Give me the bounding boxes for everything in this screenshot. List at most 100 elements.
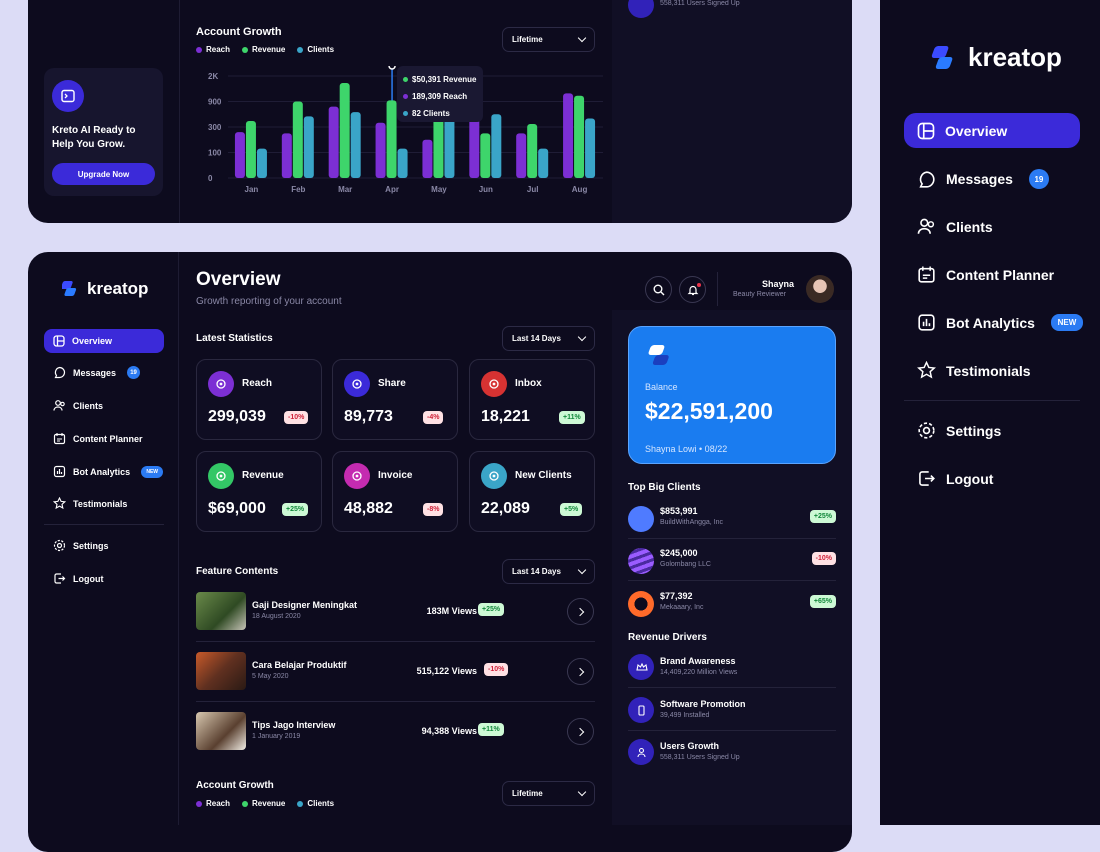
bar-revenue-mar[interactable]: [339, 82, 350, 178]
bar-revenue-feb[interactable]: [292, 101, 303, 179]
stat-change-badge: +5%: [560, 503, 583, 516]
clients-icon: [53, 399, 66, 412]
open-feature-button[interactable]: [567, 598, 594, 625]
bar-revenue-jun[interactable]: [480, 133, 491, 178]
bar-clients-jan[interactable]: [256, 148, 267, 178]
large-sidebar-item-bot-analytics[interactable]: Bot Analytics NEW: [917, 313, 1083, 332]
bar-reach-apr[interactable]: [375, 122, 386, 178]
phone-icon: [628, 697, 654, 723]
bar-revenue-apr[interactable]: [386, 100, 397, 178]
chart-legend: Reach Revenue Clients: [196, 45, 334, 54]
logout-icon: [917, 469, 936, 488]
stat-card[interactable]: New Clients 22,089 +5%: [469, 451, 595, 532]
sidebar-label-messages: Messages: [73, 367, 117, 378]
feature-date: 1 January 2019: [252, 733, 301, 740]
revenue-driver-row[interactable]: Users Growth 558,311 Users Signed Up: [628, 739, 836, 771]
balance-card: Balance $22,591,200 Shayna Lowi • 08/22: [628, 326, 836, 464]
bar-reach-jul[interactable]: [516, 133, 527, 178]
bar-revenue-jul[interactable]: [527, 124, 538, 178]
client-row[interactable]: $245,000 Golombang LLC -10%: [628, 544, 836, 584]
stat-card[interactable]: Invoice 48,882 -8%: [332, 451, 458, 532]
sidebar-label-overview: Overview: [72, 336, 113, 346]
large-sidebar-item-overview[interactable]: Overview: [904, 113, 1080, 148]
stat-value: $69,000: [208, 500, 266, 517]
bar-clients-mar[interactable]: [350, 112, 361, 178]
x-tick-label: Feb: [291, 185, 305, 194]
bar-clients-apr[interactable]: [397, 148, 408, 178]
client-logo-icon: [628, 548, 654, 574]
bar-revenue-jan[interactable]: [245, 121, 256, 178]
chevron-right-icon: [575, 667, 584, 676]
upgrade-now-button[interactable]: Upgrade Now: [52, 163, 155, 185]
stat-value: 89,773: [344, 408, 393, 425]
bar-reach-may[interactable]: [422, 139, 433, 178]
sidebar-item-clients[interactable]: Clients: [53, 399, 103, 412]
feature-content-item[interactable]: Gaji Designer Meningkat 18 August 2020 1…: [196, 592, 595, 642]
bar-reach-mar[interactable]: [328, 106, 339, 178]
sidebar-item-content-planner[interactable]: Content Planner: [53, 432, 143, 445]
promo-text-line2: Help You Grow.: [52, 139, 126, 150]
large-sidebar-label-clients: Clients: [946, 218, 993, 235]
large-sidebar-label-bot-analytics: Bot Analytics: [946, 314, 1035, 331]
clients-icon: [917, 217, 936, 236]
stat-card[interactable]: Reach 299,039 -10%: [196, 359, 322, 440]
revenue-driver-row[interactable]: Software Promotion 39,499 Installed: [628, 697, 836, 729]
bar-reach-feb[interactable]: [281, 133, 292, 178]
legend-reach: Reach: [206, 45, 231, 54]
legend-reach-bottom: Reach: [206, 799, 231, 808]
sidebar-item-bot-analytics[interactable]: Bot Analytics NEW: [53, 465, 164, 478]
stat-card[interactable]: Revenue $69,000 +25%: [196, 451, 322, 532]
sidebar-item-settings[interactable]: Settings: [53, 539, 109, 552]
stat-name: Reach: [242, 378, 273, 389]
sidebar-item-overview[interactable]: Overview: [44, 329, 164, 353]
growth-bottom-period-select[interactable]: Lifetime: [502, 781, 595, 806]
bar-clients-feb[interactable]: [303, 116, 314, 178]
bar-clients-jun[interactable]: [491, 114, 502, 178]
large-sidebar-item-clients[interactable]: Clients: [917, 217, 993, 236]
client-amount: $853,991: [660, 506, 698, 516]
user-icon: [628, 0, 654, 18]
large-sidebar-item-testimonials[interactable]: Testimonials: [917, 361, 1031, 380]
stat-value: 48,882: [344, 500, 393, 517]
search-button[interactable]: [645, 276, 672, 303]
client-row[interactable]: $77,392 Mekaaary, Inc +65%: [628, 587, 836, 627]
sidebar-item-testimonials[interactable]: Testimonials: [53, 497, 127, 510]
client-row[interactable]: $853,991 BuildWithAngga, Inc +25%: [628, 502, 836, 542]
client-logo-icon: [628, 506, 654, 532]
stats-period-select[interactable]: Last 14 Days: [502, 326, 595, 351]
bar-clients-aug[interactable]: [585, 118, 596, 179]
sidebar-label-logout: Logout: [73, 573, 104, 584]
stat-name: Inbox: [515, 378, 542, 389]
bar-reach-jan[interactable]: [234, 132, 245, 178]
star-icon: [53, 497, 66, 510]
bar-revenue-aug[interactable]: [574, 95, 585, 178]
large-sidebar-label-logout: Logout: [946, 470, 994, 487]
growth-period-select[interactable]: Lifetime: [502, 27, 595, 52]
open-feature-button[interactable]: [567, 718, 594, 745]
feature-content-item[interactable]: Tips Jago Interview 1 January 2019 94,38…: [196, 712, 595, 762]
bar-clients-jul[interactable]: [538, 148, 549, 178]
avatar[interactable]: [806, 275, 834, 303]
large-sidebar-item-content-planner[interactable]: Content Planner: [917, 265, 1054, 284]
sidebar-item-logout[interactable]: Logout: [53, 572, 104, 585]
revenue-driver-row[interactable]: Brand Awareness 14,409,220 Million Views: [628, 654, 836, 686]
feature-content-item[interactable]: Cara Belajar Produktif 5 May 2020 515,12…: [196, 652, 595, 702]
legend-revenue-bottom: Revenue: [252, 799, 286, 808]
open-feature-button[interactable]: [567, 658, 594, 685]
stat-name: New Clients: [515, 470, 572, 481]
large-sidebar-item-messages[interactable]: Messages 19: [917, 169, 1049, 189]
stat-card[interactable]: Share 89,773 -4%: [332, 359, 458, 440]
chevron-right-icon: [575, 607, 584, 616]
bar-reach-jun[interactable]: [469, 105, 480, 178]
bot-analytics-icon: [917, 313, 936, 332]
stat-card[interactable]: Inbox 18,221 +11%: [469, 359, 595, 440]
x-tick-label: Jan: [245, 185, 259, 194]
features-period-select[interactable]: Last 14 Days: [502, 559, 595, 584]
notifications-button[interactable]: [679, 276, 706, 303]
sidebar-item-messages[interactable]: Messages 19: [53, 366, 141, 379]
bar-reach-aug[interactable]: [563, 93, 574, 178]
stat-icon: [481, 371, 507, 397]
legend-clients: Clients: [307, 45, 335, 54]
large-sidebar-item-logout[interactable]: Logout: [917, 469, 993, 488]
large-sidebar-item-settings[interactable]: Settings: [917, 421, 1001, 440]
